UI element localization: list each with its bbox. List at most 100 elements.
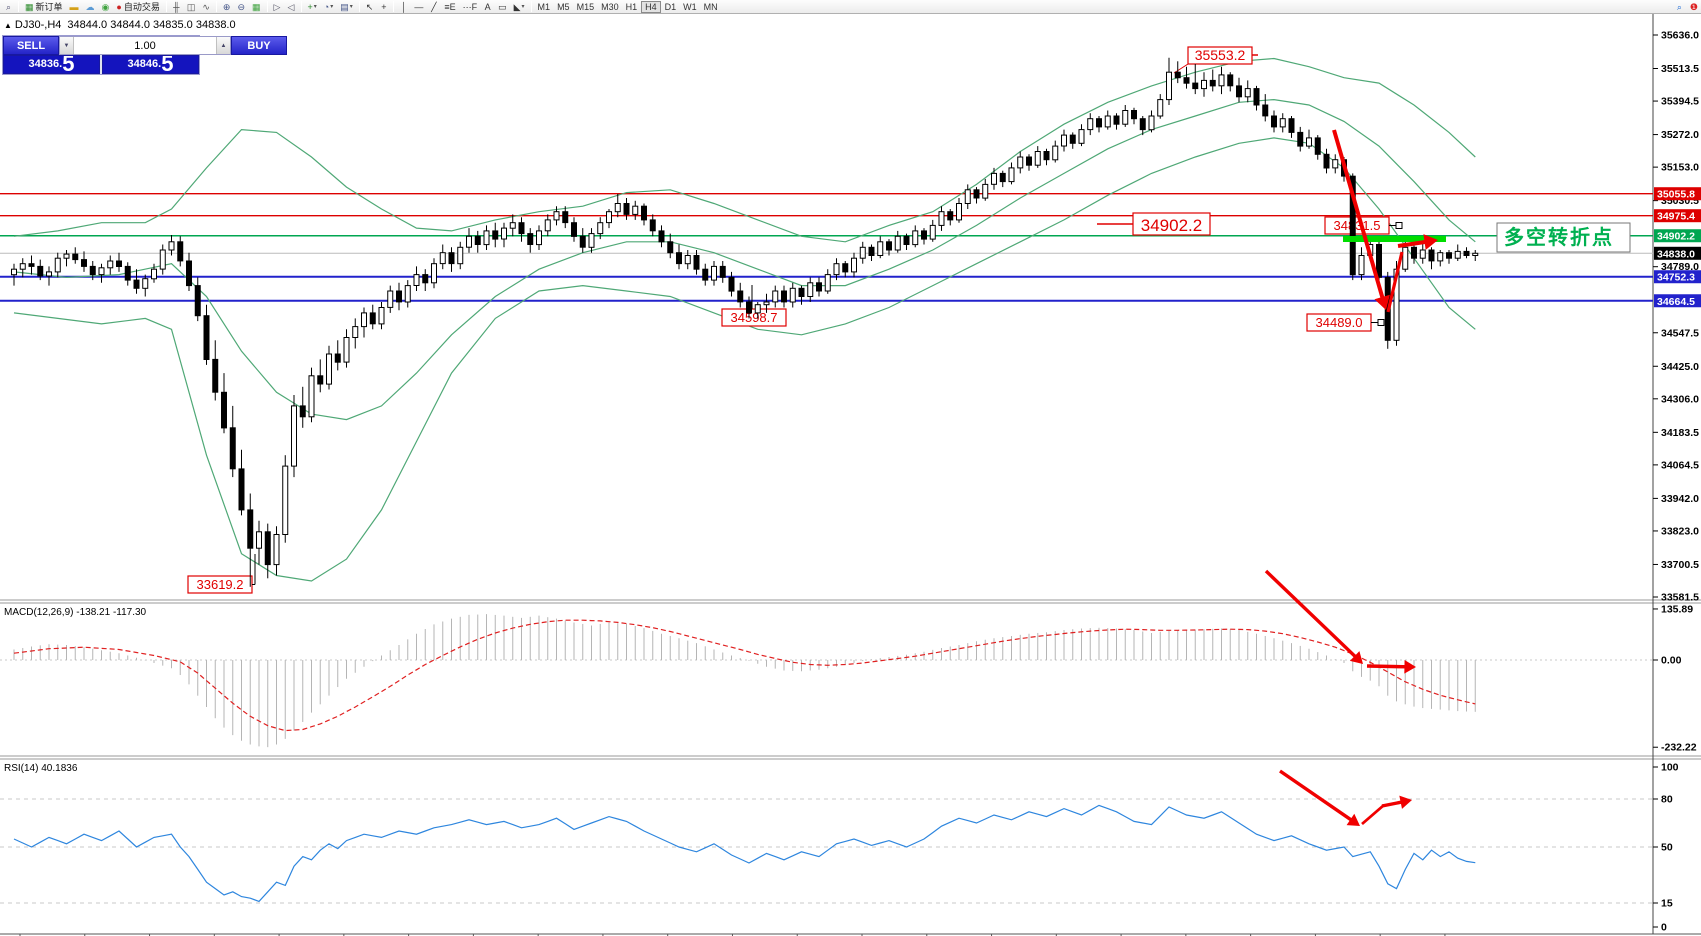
bear-candle <box>1174 71 1181 79</box>
label-icon[interactable]: ▭ <box>495 1 510 13</box>
annotation-arrows[interactable] <box>1264 129 1438 826</box>
timeframe-m30[interactable]: M30 <box>601 1 619 12</box>
bull-candle <box>1358 255 1365 276</box>
autotrade-button[interactable]: ● 自动交易 <box>113 1 162 13</box>
zoom-in-icon[interactable]: ⊕ <box>220 1 234 13</box>
chart-shift-icon: ◁ <box>287 1 295 12</box>
fibo-icon: ≡E <box>444 1 456 12</box>
tile-windows-icon[interactable]: ▦ <box>249 1 264 13</box>
bull-candle <box>98 267 105 276</box>
periods-icon[interactable]: ◔ ▾ <box>321 1 336 13</box>
bull-candle <box>256 531 262 549</box>
buy-button[interactable]: BUY <box>231 36 287 55</box>
search-icon[interactable]: ⌕ <box>1676 1 1682 12</box>
price-callout-labels[interactable]: 35553.2 34902.2 34831.5 34598.7 34489.0 33619… <box>187 46 1403 594</box>
auto-scroll-icon[interactable]: ▷ <box>271 1 284 13</box>
svg-text:34183.5: 34183.5 <box>1661 427 1699 439</box>
chart-canvas[interactable]: 35553.2 34902.2 34831.5 34598.7 34489.0 33619… <box>0 14 1701 936</box>
collapse-triangle-icon[interactable]: ▲ <box>4 21 12 30</box>
bar-chart-icon: ╫ <box>173 1 180 12</box>
candle-chart-icon[interactable]: ◫ <box>184 1 199 13</box>
line-chart-icon[interactable]: ∿ <box>199 1 213 13</box>
new-order-button: ▦ <box>25 1 34 12</box>
notification-icon[interactable]: ❶ <box>1689 1 1698 12</box>
vline-icon[interactable]: │ <box>397 1 410 13</box>
text-icon[interactable]: A <box>481 1 494 13</box>
price-badge <box>1654 229 1701 243</box>
bull-candle <box>1201 79 1207 90</box>
svg-text:34306.0: 34306.0 <box>1661 393 1699 405</box>
ask-price[interactable]: 34846. 5 <box>102 55 199 74</box>
ohlc-values: 34844.0 34844.0 34835.0 34838.0 <box>67 19 236 31</box>
bear-candle <box>1227 74 1234 87</box>
crosshair-icon: + <box>381 1 387 12</box>
bear-candle <box>1043 151 1050 161</box>
templates-icon[interactable]: ▤ ▾ <box>337 1 356 13</box>
bull-candle <box>1061 134 1067 147</box>
bear-candle <box>194 285 201 317</box>
chevron-down-icon: ▾ <box>349 3 353 10</box>
hline-icon: — <box>414 1 424 12</box>
timeframe-h4[interactable]: H4 <box>641 0 661 13</box>
bull-candle <box>151 268 157 280</box>
volume-down-button[interactable]: ▼ <box>60 37 74 54</box>
cursor-icon[interactable]: ↖ <box>363 1 377 13</box>
bear-candle <box>1323 153 1330 169</box>
chart-shift-icon[interactable]: ◁ <box>285 1 298 13</box>
bear-candle <box>816 282 822 292</box>
cloud-icon[interactable]: ☁ <box>83 1 98 13</box>
timeframe-mn[interactable]: MN <box>703 1 718 12</box>
bar-chart-icon[interactable]: ╫ <box>170 1 183 13</box>
bull-candle <box>606 211 612 224</box>
ask-int: 34846 <box>127 58 159 70</box>
candle-chart-icon: ◫ <box>186 1 196 12</box>
indicators-add-icon[interactable]: + ▾ <box>305 1 320 13</box>
bear-candle <box>212 358 219 393</box>
sell-button[interactable]: SELL <box>3 36 59 55</box>
hline-icon[interactable]: — <box>411 1 426 13</box>
bull-candle <box>431 263 437 284</box>
signal-icon[interactable]: ◉ <box>99 1 113 13</box>
timeframe-m1[interactable]: M1 <box>537 1 551 12</box>
gold-icon[interactable]: ▬ <box>67 1 82 13</box>
quick-search-icon[interactable]: ⌕ <box>2 1 15 13</box>
svg-text:35055.8: 35055.8 <box>1657 189 1695 201</box>
new-order-button[interactable]: ▦ 新订单 <box>22 1 66 13</box>
shapes-icon[interactable]: ◣ ▾ <box>511 1 528 13</box>
bull-candle <box>413 274 420 287</box>
trendline-icon[interactable]: ╱ <box>427 1 440 13</box>
volume-up-button[interactable]: ▲ <box>216 37 230 54</box>
turning-point-green-bar[interactable] <box>1343 236 1446 242</box>
turning-point-note[interactable]: 多空转折点 <box>1496 222 1631 253</box>
bull-candle <box>754 304 761 314</box>
bull-candle <box>291 405 297 467</box>
bull-candle <box>1306 137 1312 147</box>
zoom-out-icon[interactable]: ⊖ <box>234 1 248 13</box>
bid-price[interactable]: 34836. 5 <box>3 55 100 74</box>
timeframe-d1[interactable]: D1 <box>664 1 677 12</box>
bull-candle <box>46 271 52 277</box>
arrowhead <box>1404 660 1416 674</box>
bull-candle <box>711 265 717 281</box>
bear-candle <box>798 287 805 297</box>
timeframe-h1[interactable]: H1 <box>625 1 638 12</box>
line-chart-icon: ∿ <box>202 1 210 12</box>
chart-window[interactable]: 35553.2 34902.2 34831.5 34598.7 34489.0 33619… <box>0 14 1701 936</box>
fibo-expansion-icon[interactable]: ⋯F <box>460 1 481 13</box>
volume-input[interactable] <box>74 37 216 54</box>
timeframe-w1[interactable]: W1 <box>683 1 697 12</box>
bull-candle <box>964 189 971 205</box>
timeframe-m15[interactable]: M15 <box>576 1 595 12</box>
bull-candle <box>466 235 472 248</box>
bear-candle <box>947 211 954 221</box>
timeframe-m5[interactable]: M5 <box>557 1 570 12</box>
fibo-icon[interactable]: ≡E <box>441 1 458 13</box>
crosshair-icon[interactable]: + <box>377 1 390 13</box>
bollinger-upper <box>13 57 1476 243</box>
bull-candle <box>1279 118 1286 128</box>
bull-candle <box>439 252 446 265</box>
autotrade-button: ● <box>116 1 122 12</box>
time-axis[interactable]: 2 Jul 202113 Jul 16:0015 Jul 00:0016 Jul… <box>0 934 1473 936</box>
text-icon: A <box>484 1 491 12</box>
bear-candle <box>1096 118 1102 128</box>
